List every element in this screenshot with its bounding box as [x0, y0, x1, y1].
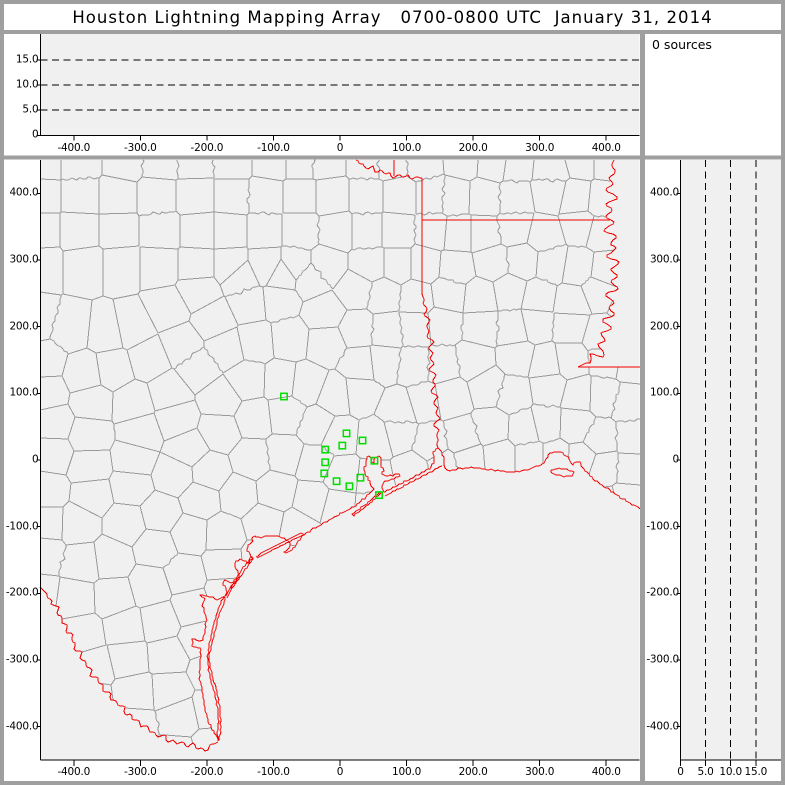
alt-lat-ytick-label: 200.0: [649, 320, 679, 333]
map-ytick-label: -200.0: [5, 586, 39, 599]
lma-station-marker: [332, 477, 341, 486]
alt-lat-ytick-label: -300.0: [646, 653, 679, 666]
alt-lat-ytick-label: 0: [672, 453, 680, 466]
alt-lat-plot-area: [680, 160, 781, 760]
figure-title: Houston Lightning Mapping Array 0700-080…: [72, 8, 713, 27]
alt-lat-ytick-label: 300.0: [649, 253, 679, 266]
state-borders-coastline: [39, 159, 641, 752]
alt-time-ytick-label: 10.0: [15, 78, 39, 91]
alt-time-xtick-label: 0: [336, 141, 344, 154]
alt-lat-gridlines: [705, 160, 757, 760]
alt-lat-ytick-label: -100.0: [646, 520, 679, 533]
lma-station-marker: [280, 392, 288, 401]
lma-station-marker: [321, 458, 330, 467]
map-ytick-label: 300.0: [9, 253, 39, 266]
axes-spines-ticks: [36, 34, 781, 766]
map-xtick-label: -100.0: [257, 766, 290, 778]
alt-lat-xtick-label: 15.0: [744, 766, 768, 778]
map-ytick-label: 200.0: [9, 320, 39, 333]
alt-lat-ytick-label: -400.0: [646, 720, 679, 733]
map-ytick-label: -400.0: [5, 720, 39, 733]
map-xtick-label: 200.0: [458, 766, 488, 778]
alt-time-gridlines: [40, 59, 640, 111]
source-count-label: 0 sources: [652, 37, 712, 52]
alt-time-xtick-label: 200.0: [458, 141, 488, 154]
lma-station-marker: [370, 456, 379, 465]
map-xtick-label: -300.0: [124, 766, 157, 778]
map-ytick-label: 0: [32, 453, 39, 466]
map-ytick-label: -300.0: [5, 653, 39, 666]
alt-time-xtick-label: -300.0: [124, 141, 157, 154]
map-ytick-label: -100.0: [5, 520, 39, 533]
lma-station-marker: [345, 482, 354, 491]
alt-time-ytick-label: 5.0: [22, 103, 39, 116]
alt-lat-xtick-label: 5.0: [697, 766, 714, 778]
alt-time-xtick-label: 100.0: [392, 141, 422, 154]
alt-time-xtick-label: -100.0: [257, 141, 290, 154]
lma-station-marker: [342, 429, 351, 438]
lma-stations: [280, 392, 383, 500]
lma-station-marker: [321, 445, 330, 454]
map-xtick-label: 400.0: [591, 766, 621, 778]
alt-lat-ytick-label: -200.0: [646, 586, 679, 599]
map-xtick-label: 300.0: [525, 766, 555, 778]
map-xtick-label: 0: [336, 766, 344, 778]
lma-station-marker: [320, 469, 329, 478]
alt-time-xtick-label: -200.0: [190, 141, 224, 154]
lma-station-marker: [338, 441, 347, 450]
alt-time-ytick-label: 15.0: [15, 53, 39, 66]
lma-station-marker: [356, 473, 365, 482]
map-xtick-label: 100.0: [392, 766, 422, 778]
alt-lat-xtick-label: 0: [677, 766, 684, 778]
lma-station-marker: [358, 436, 367, 445]
map-ytick-label: 400.0: [9, 186, 39, 199]
alt-lat-xtick-label: 10.0: [719, 766, 742, 778]
map-xtick-label: -400.0: [57, 766, 91, 778]
county-borders: [39, 159, 641, 745]
map-xtick-label: -200.0: [190, 766, 224, 778]
lma-station-marker: [375, 491, 383, 500]
map-ytick-label: 100.0: [9, 386, 39, 399]
alt-time-xtick-label: 400.0: [591, 141, 621, 154]
alt-time-xtick-label: 300.0: [525, 141, 555, 154]
alt-lat-ytick-label: 100.0: [649, 386, 679, 399]
sources-panel: [645, 34, 781, 156]
title-panel: [4, 4, 781, 30]
alt-time-plot-area: [40, 34, 640, 136]
alt-time-ytick-label: 0: [32, 128, 39, 141]
alt-time-xtick-label: -400.0: [57, 141, 91, 154]
alt-lat-ytick-label: 400.0: [649, 186, 679, 199]
